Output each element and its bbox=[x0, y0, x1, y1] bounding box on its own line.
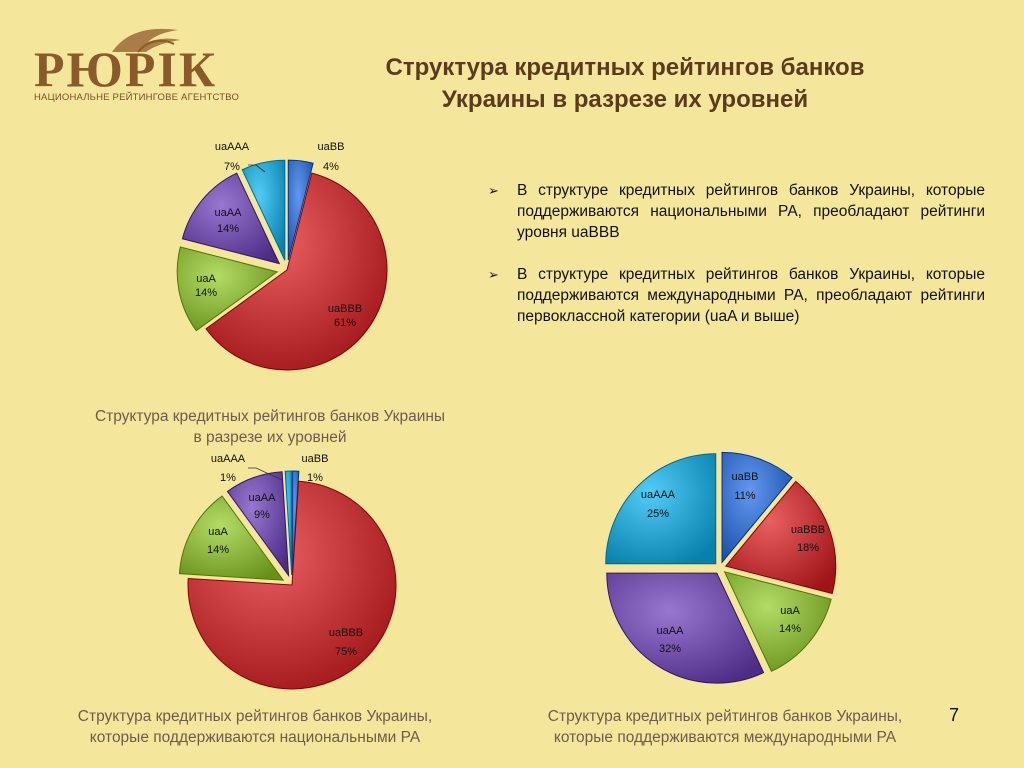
slice-percent-label: 14% bbox=[779, 623, 801, 635]
slice-percent-label: 1% bbox=[220, 472, 236, 484]
slice-category-label: uaA bbox=[208, 526, 228, 538]
logo-tagline: НАЦИОНАЛЬНЕ РЕЙТИНГОВЕ АГЕНТСТВО bbox=[34, 92, 240, 103]
slice-category-label: uaAAA bbox=[215, 141, 250, 153]
slice-category-label: uaAAA bbox=[641, 489, 676, 501]
slice-percent-label: 75% bbox=[335, 646, 357, 658]
slice-category-label: uaBB bbox=[732, 471, 759, 483]
pie-slice-uaa bbox=[178, 495, 285, 581]
pie-slice-uaa bbox=[176, 246, 279, 332]
slide-title-line-2: Украины в разрезе их уровней bbox=[441, 86, 809, 113]
slide-title: Структура кредитных рейтингов банков Укр… bbox=[290, 52, 960, 116]
arrow-bullet-icon: ➢ bbox=[488, 183, 499, 198]
slice-category-label: uaBBB bbox=[329, 627, 363, 639]
slice-percent-label: 7% bbox=[224, 161, 240, 173]
slice-percent-label: 25% bbox=[647, 508, 669, 520]
bird-logo-icon bbox=[112, 28, 180, 53]
bullet-item: ➢ В структуре кредитных рейтингов банков… bbox=[488, 180, 985, 243]
label-leader-line bbox=[248, 164, 266, 173]
pie-slice-uabb bbox=[721, 451, 793, 564]
pie-slice-uaaaa bbox=[605, 453, 717, 565]
slice-percent-label: 4% bbox=[323, 161, 339, 173]
chart-1-caption-line-2: в разрезе их уровней bbox=[193, 429, 347, 446]
bullet-text: В структуре кредитных рейтингов банков У… bbox=[517, 182, 985, 241]
slice-percent-label: 14% bbox=[217, 223, 239, 235]
pie-chart-3: uaBB 11% uaBBB 18% uaA 14% uaAA 32% uaAAA 25% bbox=[605, 451, 837, 684]
chart-2-caption-line-2: которые поддерживаются национальными РА bbox=[89, 729, 421, 746]
chart-3-caption-line-1: Структура кредитных рейтингов банков Укр… bbox=[547, 708, 903, 725]
slice-category-label: uaA bbox=[196, 273, 216, 285]
pie-slice-uabb bbox=[287, 159, 314, 261]
bullet-item: ➢ В структуре кредитных рейтингов банков… bbox=[488, 264, 985, 327]
slice-category-label: uaAA bbox=[249, 492, 277, 504]
slice-category-label: uaBBB bbox=[328, 303, 362, 315]
arrow-bullet-icon: ➢ bbox=[488, 267, 499, 282]
slice-percent-label: 18% bbox=[797, 542, 819, 554]
slice-category-label: uaBB bbox=[302, 453, 329, 465]
chart-3-caption-line-2: которые поддерживаются международными РА bbox=[553, 729, 897, 746]
slice-category-label: uaAAA bbox=[211, 453, 246, 465]
pie-chart-2: uaBB 1% uaBBB 75% uaA 14% uaAA 9% uaAAA 1% bbox=[178, 453, 397, 690]
slice-percent-label: 14% bbox=[195, 287, 217, 299]
page-number: 7 bbox=[949, 705, 960, 725]
slice-percent-label: 1% bbox=[307, 472, 323, 484]
bullet-text: В структуре кредитных рейтингов банков У… bbox=[517, 266, 985, 325]
pie-slice-uaa bbox=[723, 571, 832, 673]
chart-2-caption-line-1: Структура кредитных рейтингов банков Укр… bbox=[77, 708, 433, 725]
slice-percent-label: 61% bbox=[334, 317, 356, 329]
chart-1-caption: Структура кредитных рейтингов банков Укр… bbox=[60, 406, 480, 448]
label-leader-line bbox=[248, 467, 283, 481]
pie-slice-uaaa bbox=[226, 471, 290, 578]
slice-category-label: uaA bbox=[780, 605, 800, 617]
pie-slice-uabbb bbox=[205, 172, 388, 371]
chart-2-caption: Структура кредитных рейтингов банков Укр… bbox=[40, 706, 470, 748]
bullet-list: ➢ В структуре кредитных рейтингов банков… bbox=[488, 180, 985, 348]
logo: РЮРІК НАЦИОНАЛЬНЕ РЕЙТИНГОВЕ АГЕНТСТВО bbox=[30, 22, 239, 106]
pie-slice-uaaaa bbox=[284, 470, 293, 576]
slice-category-label: uaBBB bbox=[791, 524, 825, 536]
slice-percent-label: 11% bbox=[734, 490, 755, 502]
slice-category-label: uaAA bbox=[215, 207, 243, 219]
pie-slice-uabbb bbox=[724, 480, 837, 595]
chart-3-caption: Структура кредитных рейтингов банков Укр… bbox=[510, 706, 940, 748]
chart-1-caption-line-1: Структура кредитных рейтингов банков Укр… bbox=[94, 408, 446, 425]
pie-chart-1: uaBB 4% uaBBB 61% uaA 14% uaAA 14% uaAAA 7% bbox=[176, 141, 388, 371]
pie-slice-uabbb bbox=[187, 480, 397, 690]
pie-slice-uaaa bbox=[606, 572, 765, 684]
slice-percent-label: 9% bbox=[254, 509, 270, 521]
slice-percent-label: 32% bbox=[659, 643, 681, 655]
pie-slice-uaaaa bbox=[241, 159, 286, 261]
slice-percent-label: 14% bbox=[207, 544, 229, 556]
pie-slice-uaaa bbox=[181, 172, 281, 265]
slice-category-label: uaBB bbox=[318, 141, 345, 153]
slice-category-label: uaAA bbox=[657, 625, 685, 637]
slide-title-line-1: Структура кредитных рейтингов банков bbox=[385, 54, 865, 81]
logo-wordmark: РЮРІК bbox=[34, 41, 218, 97]
